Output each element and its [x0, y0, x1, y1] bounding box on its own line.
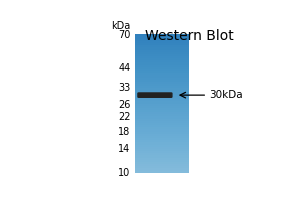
Text: Western Blot: Western Blot: [146, 29, 234, 43]
Text: 44: 44: [118, 63, 130, 73]
Text: 26: 26: [118, 100, 130, 110]
Text: 33: 33: [118, 83, 130, 93]
Text: kDa: kDa: [111, 21, 130, 31]
Text: 10: 10: [118, 168, 130, 178]
FancyBboxPatch shape: [138, 93, 172, 97]
Text: 14: 14: [118, 144, 130, 154]
Text: 22: 22: [118, 112, 130, 122]
Text: 30kDa: 30kDa: [210, 90, 243, 100]
Text: 18: 18: [118, 127, 130, 137]
Text: 70: 70: [118, 30, 130, 40]
